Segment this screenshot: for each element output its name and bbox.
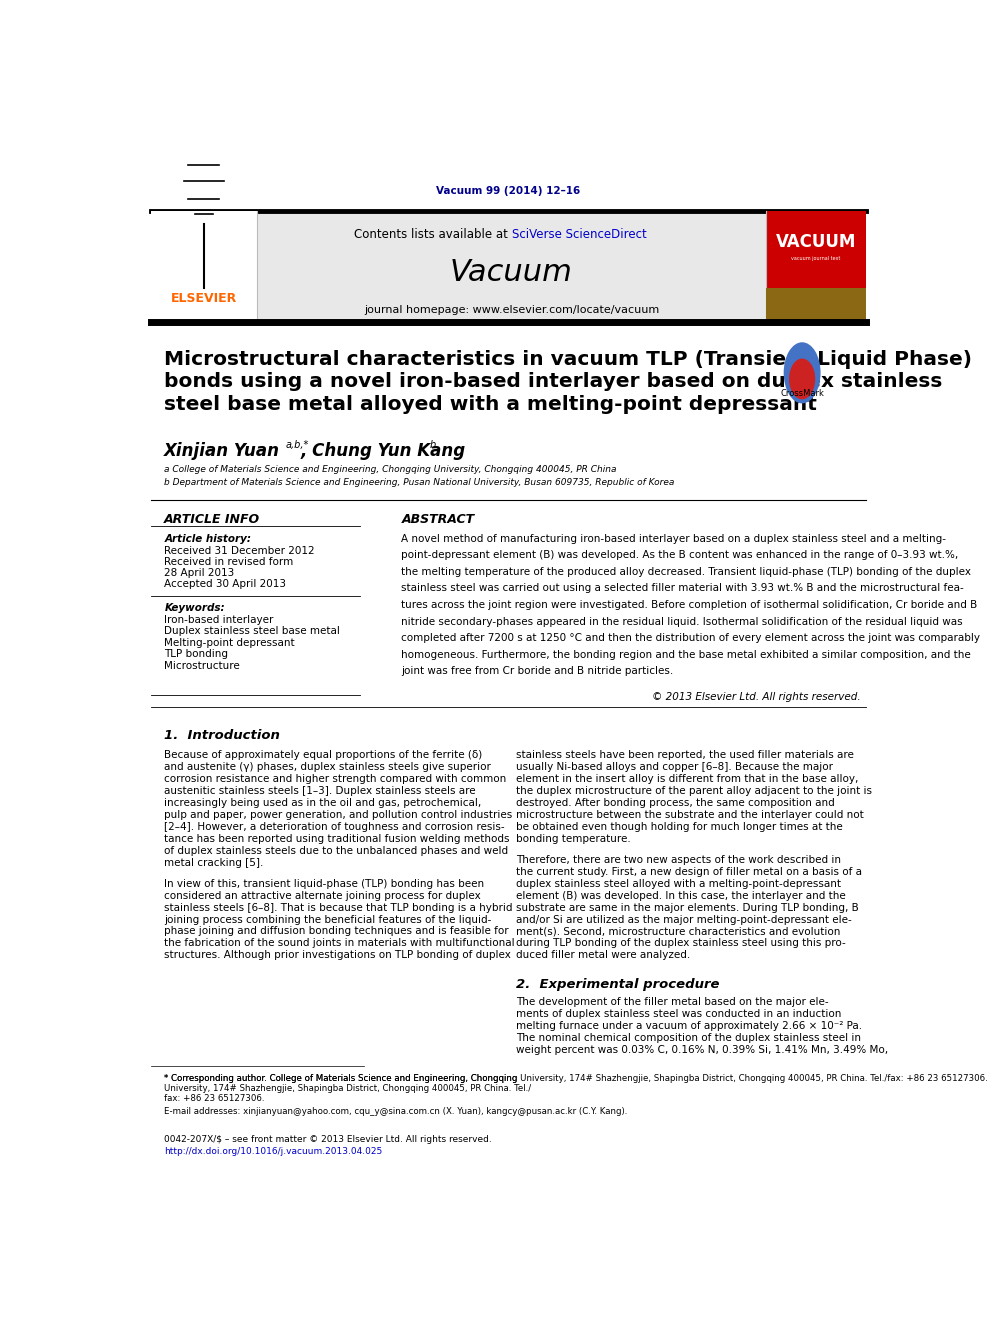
FancyBboxPatch shape [151, 212, 866, 321]
Text: duplex stainless steel alloyed with a melting-point-depressant: duplex stainless steel alloyed with a me… [516, 878, 841, 889]
Text: duced filler metal were analyzed.: duced filler metal were analyzed. [516, 950, 690, 960]
Text: fax: +86 23 65127306.: fax: +86 23 65127306. [165, 1094, 265, 1102]
FancyBboxPatch shape [766, 212, 866, 321]
Text: destroyed. After bonding process, the same composition and: destroyed. After bonding process, the sa… [516, 798, 835, 808]
Text: University, 174# Shazhengjie, Shapingba District, Chongqing 400045, PR China. Te: University, 174# Shazhengjie, Shapingba … [165, 1084, 532, 1093]
Text: considered an attractive alternate joining process for duplex: considered an attractive alternate joini… [165, 890, 481, 901]
Text: Microstructure: Microstructure [165, 660, 240, 671]
Text: * Corresponding author. College of Materials Science and Engineering, Chongqing: * Corresponding author. College of Mater… [165, 1073, 518, 1082]
Text: point-depressant element (B) was developed. As the B content was enhanced in the: point-depressant element (B) was develop… [402, 550, 958, 561]
Text: 28 April 2013: 28 April 2013 [165, 568, 234, 578]
Text: b Department of Materials Science and Engineering, Pusan National University, Bu: b Department of Materials Science and En… [165, 479, 675, 487]
Text: * Corresponding author. College of Materials Science and Engineering, Chongqing : * Corresponding author. College of Mater… [165, 1073, 988, 1082]
Text: http://dx.doi.org/10.1016/j.vacuum.2013.04.025: http://dx.doi.org/10.1016/j.vacuum.2013.… [165, 1147, 383, 1156]
Text: In view of this, transient liquid-phase (TLP) bonding has been: In view of this, transient liquid-phase … [165, 878, 484, 889]
Text: and/or Si are utilized as the major melting-point-depressant ele-: and/or Si are utilized as the major melt… [516, 914, 852, 925]
Text: Received in revised form: Received in revised form [165, 557, 294, 566]
Text: completed after 7200 s at 1250 °C and then the distribution of every element acr: completed after 7200 s at 1250 °C and th… [402, 634, 980, 643]
Text: the duplex microstructure of the parent alloy adjacent to the joint is: the duplex microstructure of the parent … [516, 786, 872, 796]
Text: ARTICLE INFO: ARTICLE INFO [165, 513, 261, 527]
Text: Article history:: Article history: [165, 533, 251, 544]
Text: joint was free from Cr boride and B nitride particles.: joint was free from Cr boride and B nitr… [402, 667, 674, 676]
Text: stainless steels [6–8]. That is because that TLP bonding is a hybrid: stainless steels [6–8]. That is because … [165, 902, 513, 913]
FancyBboxPatch shape [766, 288, 866, 321]
Text: The development of the filler metal based on the major ele-: The development of the filler metal base… [516, 998, 828, 1007]
Text: 2.  Experimental procedure: 2. Experimental procedure [516, 978, 719, 991]
Text: TLP bonding: TLP bonding [165, 650, 228, 659]
Text: the melting temperature of the produced alloy decreased. Transient liquid-phase : the melting temperature of the produced … [402, 566, 971, 577]
Text: element in the insert alloy is different from that in the base alloy,: element in the insert alloy is different… [516, 774, 858, 785]
Text: Keywords:: Keywords: [165, 603, 225, 613]
Text: melting furnace under a vacuum of approximately 2.66 × 10⁻² Pa.: melting furnace under a vacuum of approx… [516, 1021, 862, 1031]
Text: of duplex stainless steels due to the unbalanced phases and weld: of duplex stainless steels due to the un… [165, 845, 509, 856]
Text: usually Ni-based alloys and copper [6–8]. Because the major: usually Ni-based alloys and copper [6–8]… [516, 762, 833, 773]
Text: microstructure between the substrate and the interlayer could not: microstructure between the substrate and… [516, 810, 864, 820]
Text: tures across the joint region were investigated. Before completion of isothermal: tures across the joint region were inves… [402, 599, 978, 610]
FancyBboxPatch shape [151, 212, 257, 321]
Ellipse shape [789, 359, 815, 400]
Text: [2–4]. However, a deterioration of toughness and corrosion resis-: [2–4]. However, a deterioration of tough… [165, 822, 505, 832]
Text: journal homepage: www.elsevier.com/locate/vacuum: journal homepage: www.elsevier.com/locat… [364, 304, 659, 315]
Text: Vacuum: Vacuum [450, 258, 573, 287]
Text: ELSEVIER: ELSEVIER [171, 292, 237, 306]
Text: Accepted 30 April 2013: Accepted 30 April 2013 [165, 579, 287, 589]
Text: substrate are same in the major elements. During TLP bonding, B: substrate are same in the major elements… [516, 902, 859, 913]
Text: CrossMark: CrossMark [780, 389, 824, 398]
Text: a,b,*: a,b,* [286, 439, 309, 450]
Text: VACUUM: VACUUM [776, 233, 856, 251]
Text: vacuum journal text: vacuum journal text [792, 257, 841, 262]
Text: tance has been reported using traditional fusion welding methods: tance has been reported using traditiona… [165, 833, 510, 844]
Text: Xinjian Yuan: Xinjian Yuan [165, 442, 281, 460]
Text: The nominal chemical composition of the duplex stainless steel in: The nominal chemical composition of the … [516, 1033, 861, 1043]
Text: stainless steels have been reported, the used filler materials are: stainless steels have been reported, the… [516, 750, 854, 761]
Text: the current study. First, a new design of filler metal on a basis of a: the current study. First, a new design o… [516, 867, 862, 877]
Text: element (B) was developed. In this case, the interlayer and the: element (B) was developed. In this case,… [516, 890, 846, 901]
Text: b: b [431, 439, 436, 450]
Text: Microstructural characteristics in vacuum TLP (Transient Liquid Phase)
bonds usi: Microstructural characteristics in vacuu… [165, 349, 972, 414]
Text: a College of Materials Science and Engineering, Chongqing University, Chongqing : a College of Materials Science and Engin… [165, 466, 617, 474]
Text: corrosion resistance and higher strength compared with common: corrosion resistance and higher strength… [165, 774, 507, 785]
Text: the fabrication of the sound joints in materials with multifunctional: the fabrication of the sound joints in m… [165, 938, 515, 949]
Text: SciVerse ScienceDirect: SciVerse ScienceDirect [512, 228, 646, 241]
Text: and austenite (γ) phases, duplex stainless steels give superior: and austenite (γ) phases, duplex stainle… [165, 762, 491, 773]
Text: ments of duplex stainless steel was conducted in an induction: ments of duplex stainless steel was cond… [516, 1009, 841, 1019]
Text: Duplex stainless steel base metal: Duplex stainless steel base metal [165, 626, 340, 636]
Text: austenitic stainless steels [1–3]. Duplex stainless steels are: austenitic stainless steels [1–3]. Duple… [165, 786, 476, 796]
Text: phase joining and diffusion bonding techniques and is feasible for: phase joining and diffusion bonding tech… [165, 926, 509, 937]
Text: Melting-point depressant: Melting-point depressant [165, 638, 295, 648]
Text: weight percent was 0.03% C, 0.16% N, 0.39% Si, 1.41% Mn, 3.49% Mo,: weight percent was 0.03% C, 0.16% N, 0.3… [516, 1045, 888, 1054]
Text: Contents lists available at: Contents lists available at [354, 228, 512, 241]
Text: nitride secondary-phases appeared in the residual liquid. Isothermal solidificat: nitride secondary-phases appeared in the… [402, 617, 963, 627]
Text: 0042-207X/$ – see front matter © 2013 Elsevier Ltd. All rights reserved.: 0042-207X/$ – see front matter © 2013 El… [165, 1135, 492, 1144]
Text: © 2013 Elsevier Ltd. All rights reserved.: © 2013 Elsevier Ltd. All rights reserved… [652, 692, 860, 701]
Text: Therefore, there are two new aspects of the work described in: Therefore, there are two new aspects of … [516, 855, 841, 865]
Text: E-mail addresses: xinjianyuan@yahoo.com, cqu_y@sina.com.cn (X. Yuan), kangcy@pus: E-mail addresses: xinjianyuan@yahoo.com,… [165, 1107, 628, 1117]
Text: increasingly being used as in the oil and gas, petrochemical,: increasingly being used as in the oil an… [165, 798, 481, 808]
Text: be obtained even though holding for much longer times at the: be obtained even though holding for much… [516, 822, 843, 832]
Text: Received 31 December 2012: Received 31 December 2012 [165, 546, 314, 556]
Text: ABSTRACT: ABSTRACT [402, 513, 474, 527]
Text: Because of approximately equal proportions of the ferrite (δ): Because of approximately equal proportio… [165, 750, 482, 761]
Text: stainless steel was carried out using a selected filler material with 3.93 wt.% : stainless steel was carried out using a … [402, 583, 964, 594]
Text: during TLP bonding of the duplex stainless steel using this pro-: during TLP bonding of the duplex stainle… [516, 938, 846, 949]
Text: Vacuum 99 (2014) 12–16: Vacuum 99 (2014) 12–16 [436, 187, 580, 196]
Text: metal cracking [5].: metal cracking [5]. [165, 857, 264, 868]
Text: bonding temperature.: bonding temperature. [516, 833, 631, 844]
Text: Iron-based interlayer: Iron-based interlayer [165, 615, 274, 624]
Text: 1.  Introduction: 1. Introduction [165, 729, 280, 742]
Text: , Chung Yun Kang: , Chung Yun Kang [301, 442, 466, 460]
Ellipse shape [784, 343, 820, 404]
Text: homogeneous. Furthermore, the bonding region and the base metal exhibited a simi: homogeneous. Furthermore, the bonding re… [402, 650, 971, 660]
Text: A novel method of manufacturing iron-based interlayer based on a duplex stainles: A novel method of manufacturing iron-bas… [402, 533, 946, 544]
Text: ment(s). Second, microstructure characteristics and evolution: ment(s). Second, microstructure characte… [516, 926, 840, 937]
Text: joining process combining the beneficial features of the liquid-: joining process combining the beneficial… [165, 914, 492, 925]
Text: pulp and paper, power generation, and pollution control industries: pulp and paper, power generation, and po… [165, 810, 513, 820]
Text: structures. Although prior investigations on TLP bonding of duplex: structures. Although prior investigation… [165, 950, 511, 960]
